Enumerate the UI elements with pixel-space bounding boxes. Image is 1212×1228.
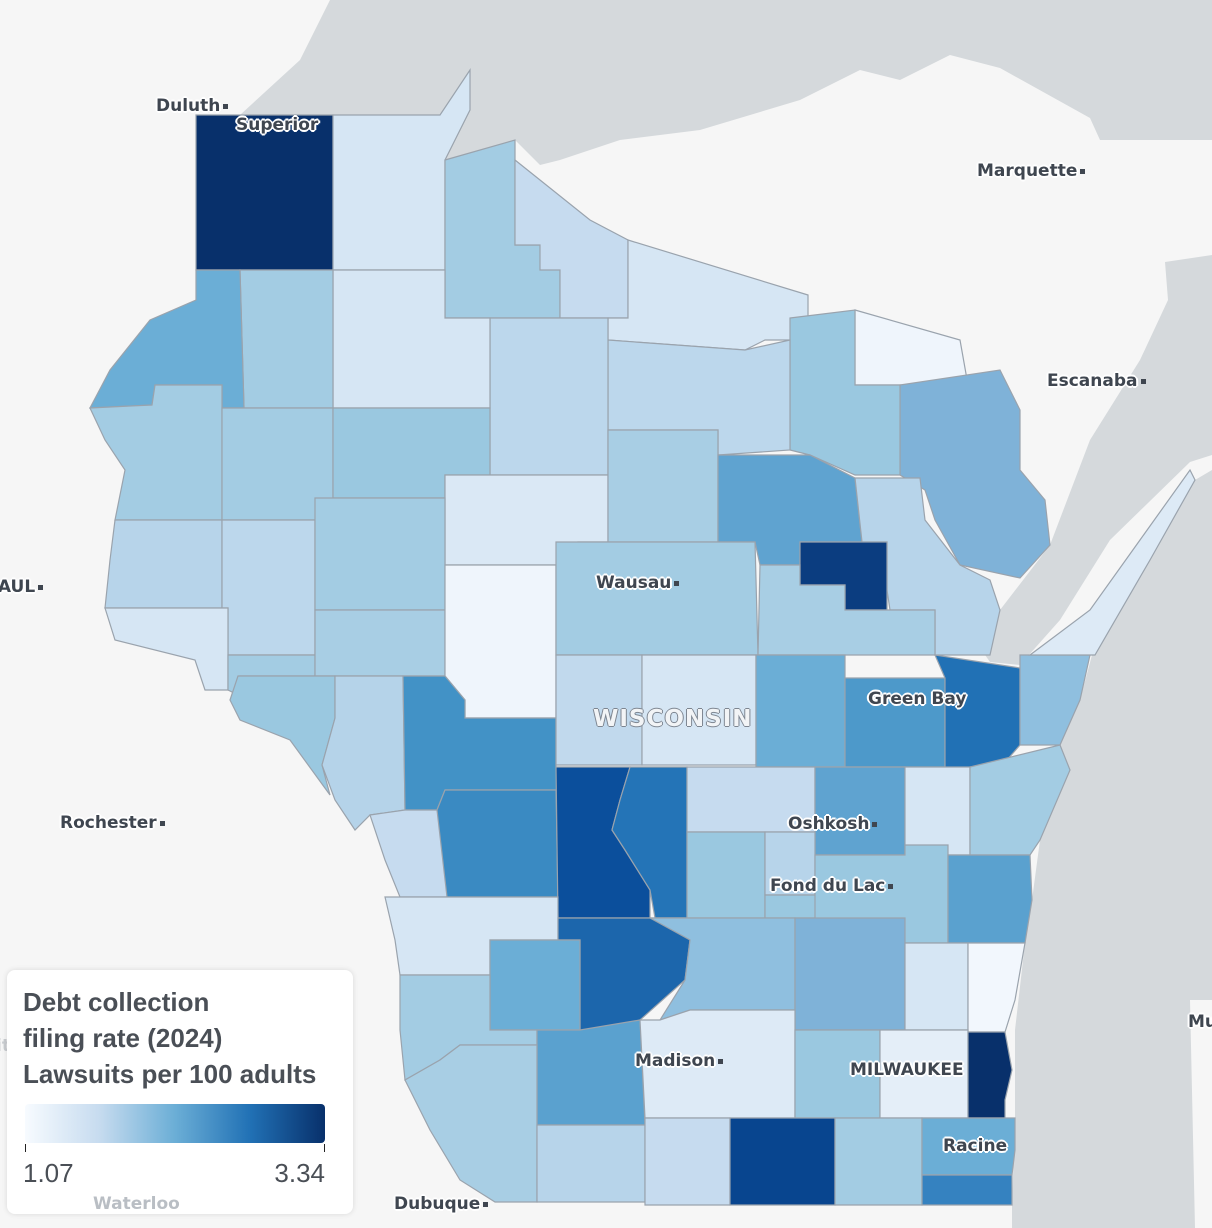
county[interactable] [686, 831, 766, 919]
county[interactable] [947, 854, 1033, 944]
legend-title: Debt collection filing rate (2024) Lawsu… [23, 987, 317, 1089]
legend-min-value: 1.07 [23, 1158, 74, 1188]
city-label-fond-du-lac: Fond du Lac [770, 876, 894, 896]
county[interactable] [404, 1044, 538, 1203]
county[interactable] [104, 519, 223, 609]
county[interactable] [934, 654, 1021, 769]
county-layer [88, 68, 1196, 1206]
legend-tick-max [324, 1144, 325, 1152]
lake-superior [240, 0, 1212, 165]
city-label-racine: Racine [943, 1136, 1008, 1156]
county[interactable] [904, 942, 969, 1031]
county[interactable] [314, 497, 446, 611]
county[interactable] [755, 654, 846, 768]
county[interactable] [555, 541, 759, 656]
county[interactable] [489, 939, 581, 1031]
city-label-superior: Superior [236, 115, 319, 135]
legend-tick-min [25, 1144, 26, 1152]
county[interactable] [1028, 468, 1196, 656]
city-label-st-paul: PAUL [0, 577, 44, 597]
county[interactable] [514, 158, 629, 319]
county[interactable] [921, 1117, 1016, 1176]
city-label-duluth: Duluth [156, 96, 229, 116]
county[interactable] [729, 1117, 836, 1206]
county[interactable] [195, 114, 334, 271]
county[interactable] [921, 1174, 1013, 1206]
county[interactable] [536, 1019, 646, 1126]
county[interactable] [607, 239, 809, 351]
city-label-escanaba: Escanaba [1047, 371, 1146, 391]
city-label-rochester: Rochester [60, 813, 165, 833]
county[interactable] [221, 519, 316, 656]
city-label-madison: Madison [635, 1051, 724, 1071]
city-label-green-bay: Green Bay [868, 689, 967, 709]
legend-max-value: 3.34 [274, 1158, 325, 1188]
city-label-waterloo: Waterloo [93, 1194, 180, 1214]
county[interactable] [489, 317, 609, 476]
county[interactable] [607, 429, 719, 543]
county[interactable] [239, 269, 334, 409]
lake-michigan [978, 255, 1212, 1228]
city-label-marquette: Marquette [977, 161, 1086, 181]
county[interactable] [834, 1117, 923, 1206]
state-label-wisconsin: WISCONSIN [593, 706, 753, 732]
county[interactable] [314, 609, 446, 677]
county[interactable] [794, 917, 906, 1031]
county[interactable] [967, 1031, 1013, 1119]
county[interactable] [789, 309, 901, 476]
city-label-oshkosh: Oshkosh [788, 814, 878, 834]
county[interactable] [854, 309, 969, 386]
city-label-wausau: Wausau [596, 573, 680, 593]
county[interactable] [967, 942, 1026, 1033]
county[interactable] [229, 675, 336, 796]
water-layer [240, 0, 1212, 1228]
county[interactable] [814, 766, 906, 856]
legend-color-ramp [25, 1104, 325, 1143]
county[interactable] [436, 789, 559, 898]
city-label-dubuque: Dubuque [394, 1194, 489, 1214]
county[interactable] [321, 675, 406, 831]
county[interactable] [369, 809, 448, 898]
county[interactable] [904, 766, 971, 856]
city-label-muskegon: Mu [1188, 1012, 1212, 1032]
color-legend: Debt collection filing rate (2024) Lawsu… [7, 970, 353, 1214]
city-label-milwaukee: MILWAUKEE [850, 1060, 964, 1080]
lake [545, 0, 600, 40]
county[interactable] [536, 1124, 646, 1203]
county[interactable] [644, 1117, 731, 1206]
county[interactable] [104, 607, 229, 691]
